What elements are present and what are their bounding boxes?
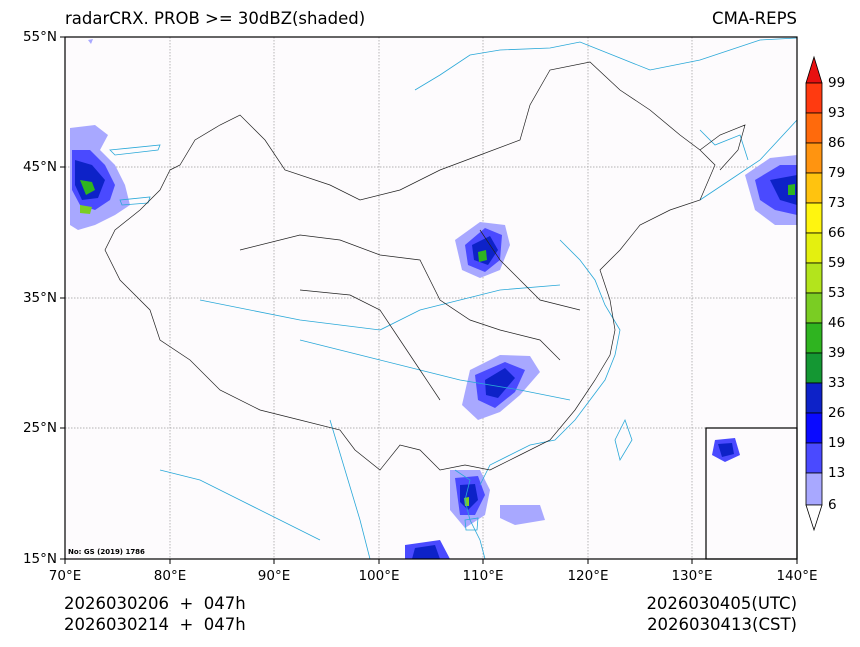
- colorbar: [805, 55, 823, 532]
- lat-label-55: 55°N: [22, 29, 57, 45]
- lat-label-45: 45°N: [22, 159, 57, 175]
- lon-label-120: 120°E: [567, 568, 609, 584]
- chart-title: radarCRX. PROB >= 30dBZ(shaded): [65, 9, 366, 28]
- colorbar-label: 99: [828, 75, 846, 91]
- lon-label-110: 110°E: [462, 568, 504, 584]
- coastlines: [109, 37, 798, 560]
- lon-label-70: 70°E: [48, 568, 82, 584]
- colorbar-label: 26: [828, 405, 846, 421]
- colorbar-label: 19: [828, 435, 846, 451]
- valid-time-utc: 2026030405(UTC): [646, 594, 797, 613]
- lon-label-140: 140°E: [776, 568, 818, 584]
- lon-label-130: 130°E: [671, 568, 713, 584]
- lat-label-15: 15°N: [22, 551, 57, 567]
- init-time-utc: 2026030206 + 047h: [64, 594, 246, 613]
- colorbar-label: 33: [828, 375, 846, 391]
- lat-label-35: 35°N: [22, 290, 57, 306]
- model-name: CMA-REPS: [712, 9, 797, 28]
- lat-label-25: 25°N: [22, 420, 57, 436]
- lon-label-90: 90°E: [257, 568, 291, 584]
- colorbar-label: 79: [828, 165, 846, 181]
- map-approval-note: No: GS (2019) 1786: [68, 548, 145, 556]
- colorbar-label: 39: [828, 345, 846, 361]
- colorbar-label: 66: [828, 225, 846, 241]
- init-time-cst: 2026030214 + 047h: [64, 615, 246, 634]
- lon-label-80: 80°E: [153, 568, 187, 584]
- valid-time-cst: 2026030413(CST): [647, 615, 797, 634]
- colorbar-label: 6: [828, 497, 837, 513]
- colorbar-label: 73: [828, 195, 846, 211]
- gridlines: [65, 37, 797, 559]
- probability-shading: [70, 39, 797, 559]
- colorbar-label: 59: [828, 255, 846, 271]
- colorbar-label: 46: [828, 315, 846, 331]
- colorbar-label: 93: [828, 105, 846, 121]
- colorbar-label: 13: [828, 465, 846, 481]
- colorbar-label: 53: [828, 285, 846, 301]
- lon-label-100: 100°E: [358, 568, 400, 584]
- inset-frame: [705, 427, 798, 560]
- colorbar-label: 86: [828, 135, 846, 151]
- tick-marks: [60, 36, 798, 564]
